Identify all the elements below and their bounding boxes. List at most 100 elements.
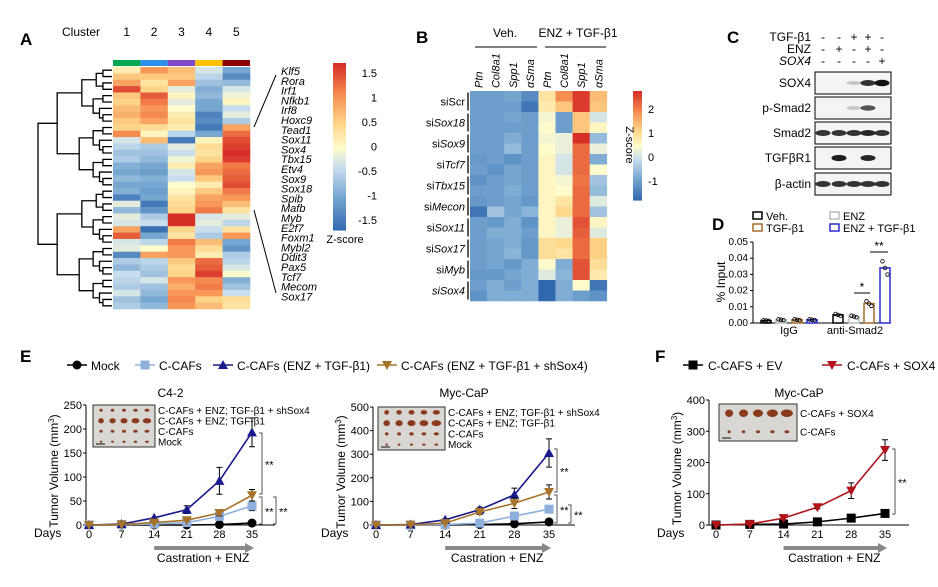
gene-label: Rora [281,76,305,88]
tumor-image [144,408,150,412]
row-label-prefix: si [426,181,434,193]
data-point [382,361,392,370]
legend-label: ENZ [843,211,865,223]
heatmap-cell [555,122,573,134]
dendrogram-branch [98,292,112,304]
colorbar-segment [633,94,642,98]
colorbar-segment [333,174,346,178]
heatmap-cell [504,133,522,144]
colorbar-tick-label: -0.5 [358,166,377,178]
heatmap-cell [113,238,141,246]
colorbar-tick-label: 1.5 [362,68,377,80]
gene-label: Sox18 [281,184,313,196]
heatmap-cell [195,149,223,157]
colorbar-segment [333,157,346,162]
blot-band [860,154,876,162]
colorbar-tick-label: 0 [371,142,377,154]
heatmap-cell [222,251,251,259]
heatmap-cell [572,196,590,207]
dendrogram-branch [98,260,112,272]
heatmap-cell [222,213,251,221]
colorbar-segment [633,107,642,110]
colorbar-segment [333,165,346,170]
y-tick-label: 400 [687,395,705,407]
y-tick-label: 0.00 [729,318,749,329]
heatmap-cell [521,248,539,260]
legend-item: C-CAFs (ENZ + TGF-β1) [213,359,370,373]
colorbar-segment [333,63,346,67]
tumor-image [421,432,427,436]
heatmap-cell [589,280,608,291]
heatmap-cell [140,258,169,265]
heatmap-cell [521,122,539,134]
heatmap-cell [572,206,590,218]
heatmap-cell [538,280,556,291]
bar [760,319,772,324]
colorbar-segment [633,174,642,177]
dendrogram-branch [92,219,103,235]
heatmap-cell [487,248,505,260]
data-point [509,511,519,521]
heatmap-cell [140,270,169,278]
heatmap-cell [195,175,223,182]
heatmap-cell [140,200,169,208]
heatmap-cell [140,283,169,291]
column-label: Col8a1 [559,53,571,88]
colorbar-segment [633,109,642,112]
heatmap-cell [140,188,169,195]
heatmap-cell [222,194,251,202]
heatmap-cell [167,105,196,112]
colorbar-segment [633,147,642,150]
heatmap-cell [538,175,556,186]
heatmap-cell [470,217,488,228]
significance-bracket [554,448,558,493]
heatmap-cell [140,264,169,272]
heatmap-cell [140,149,169,157]
colorbar-segment [333,124,346,128]
data-point [475,518,485,528]
colorbar-segment [633,114,642,118]
legend-label: C-CAFs (ENZ + TGF-β1 + shSox4) [401,359,588,373]
heatmap-cell [222,73,251,81]
heatmap-cell [113,130,141,138]
heatmap-cell [167,124,196,131]
heatmap-cell [521,143,539,155]
heatmap-cell [113,149,141,157]
column-label: Spp1 [508,62,520,88]
heatmap-cell [555,133,573,144]
dendrogram-branch [102,247,112,256]
condition-sign: - [852,54,856,68]
heatmap-cell [167,168,196,176]
heatmap-cell [195,98,223,106]
blot-band [846,81,862,85]
heatmap-cell [572,259,590,270]
y-axis-label: Tumor Volume (mm3) [47,414,61,527]
heatmap-cell [470,133,488,144]
row-label-gene: Mecon [432,202,465,214]
heatmap-cell [504,112,522,123]
heatmap-cell [572,290,590,302]
heatmap-cell [167,143,196,151]
heatmap-cell [167,232,196,240]
condition-label: TGF-β1 [769,30,811,44]
data-point [544,448,554,458]
cluster-number: 1 [123,25,130,39]
blot-band [815,181,831,187]
heatmap-cell [555,185,573,197]
heatmap-cell [589,143,608,155]
colorbar-segment [633,161,642,165]
heatmap-cell [140,67,169,74]
heatmap-cell [140,124,169,131]
heatmap-cell [572,133,590,144]
colorbar-segment [633,198,642,201]
heatmap-cell [555,259,573,270]
data-point [880,508,890,518]
heatmap-cell [167,117,196,125]
data-point [218,360,228,369]
dendrogram-branch [78,258,94,292]
heatmap-cell [222,105,251,112]
gene-label: Tead1 [281,125,311,137]
data-point [866,301,872,306]
heatmap-cell [538,112,556,123]
